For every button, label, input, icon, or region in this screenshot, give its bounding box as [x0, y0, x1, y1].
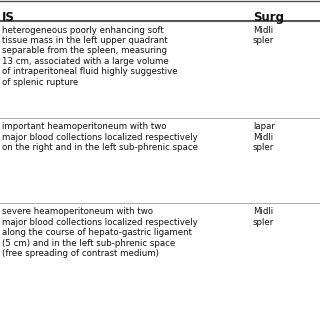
- Text: severe heamoperitoneum with two
major blood collections localized respectively
a: severe heamoperitoneum with two major bl…: [2, 207, 197, 258]
- Text: Surg: Surg: [253, 11, 284, 24]
- Text: IS: IS: [2, 11, 14, 24]
- Text: Midli
spler: Midli spler: [253, 207, 274, 227]
- Text: heterogeneous poorly enhancing soft
tissue mass in the left upper quadrant
separ: heterogeneous poorly enhancing soft tiss…: [2, 26, 177, 87]
- Text: Midli
spler: Midli spler: [253, 26, 274, 45]
- Text: important heamoperitoneum with two
major blood collections localized respectivel: important heamoperitoneum with two major…: [2, 122, 198, 152]
- Text: lapar
Midli
spler: lapar Midli spler: [253, 122, 275, 152]
